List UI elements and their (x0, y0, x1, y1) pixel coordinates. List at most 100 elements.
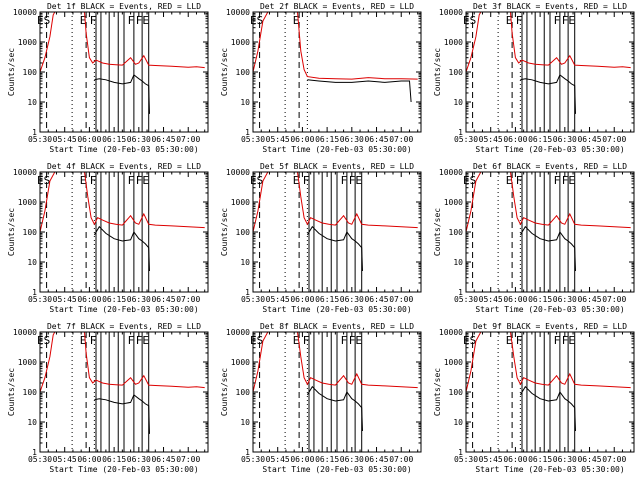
plot-frame (252, 11, 422, 133)
x-tick-label: 05:30 (28, 295, 52, 304)
y-tick-label: 10 (453, 418, 463, 427)
event-marker-label: F (516, 174, 523, 187)
y-axis-label: Counts/sec (7, 208, 16, 256)
event-marker-label: ES (463, 174, 476, 187)
event-marker-label: F (136, 334, 143, 347)
series-lld-line (40, 12, 205, 73)
panel-title: Det 2f BLACK = Events, RED = LLD (260, 2, 414, 11)
x-tick-label: 06:30 (340, 295, 364, 304)
series-lld-line (40, 172, 205, 233)
panel-title: Det 3f BLACK = Events, RED = LLD (473, 2, 627, 11)
y-tick-label: 1 (245, 128, 250, 137)
x-tick-label: 06:30 (553, 295, 577, 304)
event-marker-label: E (293, 334, 300, 347)
event-marker-label: E (568, 174, 575, 187)
y-tick-label: 1000 (231, 38, 250, 47)
y-tick-label: 100 (236, 228, 251, 237)
series-lld-line (40, 332, 205, 393)
y-axis-label: Counts/sec (220, 48, 229, 96)
series-events-line (519, 385, 576, 432)
x-tick-label: 05:45 (266, 455, 290, 464)
x-axis-label: Start Time (20-Feb-03 05:30:00) (49, 465, 198, 474)
event-marker-label: E (506, 174, 513, 187)
event-marker-label: ES (250, 334, 263, 347)
x-tick-label: 06:00 (290, 135, 314, 144)
event-marker-label: E (506, 334, 513, 347)
x-axis-label: Start Time (20-Feb-03 05:30:00) (475, 465, 624, 474)
x-tick-label: 06:45 (151, 295, 175, 304)
x-tick-label: 05:45 (266, 135, 290, 144)
x-tick-label: 06:15 (528, 455, 552, 464)
x-tick-label: 05:45 (53, 455, 77, 464)
x-axis-label: Start Time (20-Feb-03 05:30:00) (262, 145, 411, 154)
x-tick-label: 05:45 (53, 135, 77, 144)
x-tick-label: 06:00 (503, 135, 527, 144)
event-marker-label: F (562, 174, 569, 187)
event-marker-label: F (136, 174, 143, 187)
event-marker-label: E (80, 174, 87, 187)
series-lld-line (466, 332, 631, 393)
x-tick-label: 05:45 (479, 135, 503, 144)
y-tick-label: 1 (458, 288, 463, 297)
y-tick-label: 10000 (439, 328, 463, 337)
series-events-line (306, 225, 363, 272)
series-events-line (93, 225, 150, 272)
y-tick-label: 10 (240, 98, 250, 107)
x-tick-label: 06:45 (364, 455, 388, 464)
x-tick-label: 05:30 (241, 455, 265, 464)
x-axis-label: Start Time (20-Feb-03 05:30:00) (475, 145, 624, 154)
y-tick-label: 10 (240, 258, 250, 267)
x-tick-label: 05:45 (479, 295, 503, 304)
event-marker-label: ES (463, 14, 476, 27)
x-tick-label: 06:45 (577, 455, 601, 464)
event-marker-label: E (80, 14, 87, 27)
x-tick-label: 05:30 (241, 135, 265, 144)
x-tick-label: 07:00 (389, 135, 413, 144)
y-axis-label: Counts/sec (433, 208, 442, 256)
y-axis-label: Counts/sec (7, 48, 16, 96)
y-tick-label: 10000 (439, 168, 463, 177)
y-tick-label: 10000 (226, 328, 250, 337)
event-marker-label: F (90, 174, 97, 187)
event-marker-label: F (349, 174, 356, 187)
event-marker-label: E (355, 174, 362, 187)
event-marker-label: E (142, 174, 149, 187)
y-tick-label: 100 (449, 228, 464, 237)
series-lld-line (253, 332, 418, 393)
y-tick-label: 1000 (18, 358, 37, 367)
y-tick-label: 1 (245, 448, 250, 457)
x-tick-label: 06:30 (127, 295, 151, 304)
x-tick-label: 07:00 (602, 295, 626, 304)
x-axis-label: Start Time (20-Feb-03 05:30:00) (262, 465, 411, 474)
x-tick-label: 05:45 (479, 455, 503, 464)
x-tick-label: 06:15 (315, 295, 339, 304)
event-marker-label: F (128, 14, 135, 27)
x-tick-label: 05:30 (454, 295, 478, 304)
y-tick-label: 10000 (226, 168, 250, 177)
y-tick-label: 1 (458, 128, 463, 137)
x-tick-label: 05:30 (454, 135, 478, 144)
series-events-line (307, 79, 412, 103)
event-marker-label: E (142, 334, 149, 347)
x-tick-label: 06:30 (340, 455, 364, 464)
x-tick-label: 06:00 (503, 295, 527, 304)
y-tick-label: 100 (23, 68, 38, 77)
x-tick-label: 06:45 (151, 455, 175, 464)
x-tick-label: 06:00 (77, 295, 101, 304)
panel-title: Det 5f BLACK = Events, RED = LLD (260, 162, 414, 171)
x-tick-label: 06:00 (290, 455, 314, 464)
event-marker-label: E (142, 14, 149, 27)
event-marker-label: F (562, 14, 569, 27)
x-tick-label: 06:45 (151, 135, 175, 144)
series-lld-line (253, 172, 418, 233)
panel-title: Det 8f BLACK = Events, RED = LLD (260, 322, 414, 331)
panel-det-2: Det 2f BLACK = Events, RED = LLD ES E 1 10 10… (220, 2, 422, 154)
y-tick-label: 1 (458, 448, 463, 457)
y-tick-label: 1 (32, 128, 37, 137)
x-tick-label: 06:30 (127, 135, 151, 144)
